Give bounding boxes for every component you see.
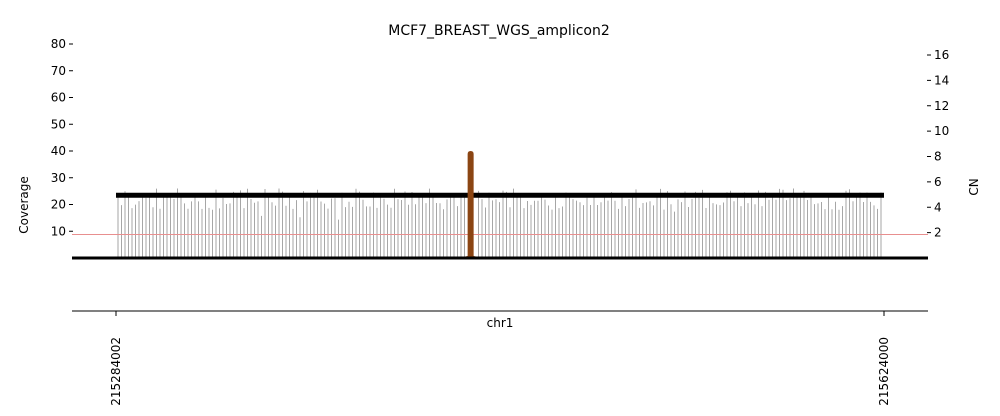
left-y-tick-label: 70 (51, 64, 66, 78)
left-y-tick-label: 40 (51, 144, 66, 158)
left-y-tick-label: 20 (51, 198, 66, 212)
left-y-tick-label: 80 (51, 37, 66, 51)
x-axis-title: chr1 (487, 316, 514, 330)
left-y-axis: 10 20 30 40 50 60 70 80 (51, 37, 73, 238)
right-y-tick-label: 8 (934, 150, 942, 164)
right-y-axis: 2 4 6 8 10 12 14 16 (927, 48, 949, 240)
right-y-tick-label: 6 (934, 175, 942, 189)
left-y-tick-label: 50 (51, 117, 66, 131)
coverage-spike (458, 151, 483, 258)
chart-title: MCF7_BREAST_WGS_amplicon2 (388, 23, 610, 39)
right-y-tick-label: 14 (934, 73, 949, 87)
x-tick-label: 215284002 (109, 337, 123, 406)
coverage-bars (117, 188, 882, 258)
right-y-tick-label: 12 (934, 99, 949, 113)
right-y-tick-label: 16 (934, 48, 949, 62)
right-y-tick-label: 2 (934, 226, 942, 240)
left-y-tick-label: 60 (51, 91, 66, 105)
x-axis-ticks: 215284002 215624000 (109, 311, 891, 406)
left-y-tick-label: 30 (51, 171, 66, 185)
right-y-axis-title: CN (967, 178, 981, 195)
left-y-tick-label: 10 (51, 224, 66, 238)
x-tick-label: 215624000 (877, 337, 891, 406)
right-y-tick-label: 10 (934, 124, 949, 138)
left-y-axis-title: Coverage (17, 176, 31, 234)
right-y-tick-label: 4 (934, 200, 942, 214)
